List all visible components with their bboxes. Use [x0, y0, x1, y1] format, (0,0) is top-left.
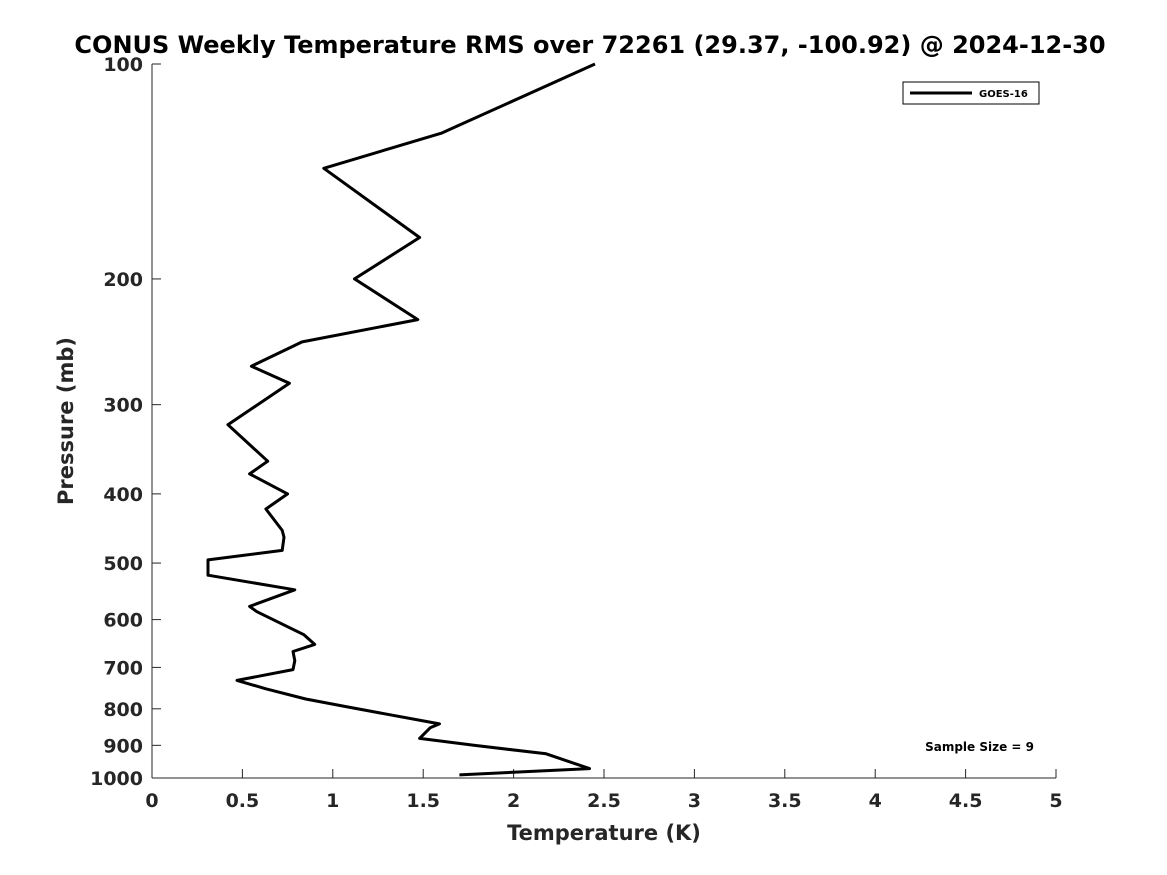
goes-16-series-line — [206, 62, 596, 777]
y-tick-label: 700 — [103, 657, 143, 679]
y-tick-label: 500 — [103, 553, 143, 575]
x-tick-label: 5 — [1049, 790, 1062, 812]
y-tick-label: 400 — [103, 484, 143, 506]
y-axis-label: Pressure (mb) — [54, 337, 78, 505]
chart-title: CONUS Weekly Temperature RMS over 72261 … — [74, 31, 1105, 59]
x-tick-label: 0 — [145, 790, 158, 812]
x-tick-label: 4.5 — [949, 790, 983, 812]
y-tick-label: 1000 — [90, 768, 143, 790]
x-axis-label: Temperature (K) — [507, 821, 701, 845]
y-tick-label: 100 — [103, 54, 143, 76]
x-tick-label: 2.5 — [587, 790, 621, 812]
x-tick-label: 1 — [326, 790, 339, 812]
x-tick-label: 3 — [688, 790, 701, 812]
y-tick-label: 600 — [103, 610, 143, 632]
x-tick-label: 3.5 — [768, 790, 802, 812]
tick-layer: 0 0.5 1 1.5 2 2.5 3 3.5 4 4.5 5 100 200 300 400 500 600 7… — [90, 54, 1063, 812]
y-tick-label: 900 — [103, 735, 143, 757]
x-tick-label: 4 — [869, 790, 882, 812]
x-tick-label: 1.5 — [406, 790, 440, 812]
y-tick-label: 300 — [103, 395, 143, 417]
y-tick-label: 800 — [103, 699, 143, 721]
sample-size-annotation: Sample Size = 9 — [925, 740, 1034, 754]
x-tick-label: 0.5 — [226, 790, 260, 812]
y-tick-label: 200 — [103, 269, 143, 291]
x-tick-label: 2 — [507, 790, 520, 812]
legend: GOES-16 — [902, 81, 1040, 105]
legend-entry-goes-16: GOES-16 — [979, 89, 1028, 100]
